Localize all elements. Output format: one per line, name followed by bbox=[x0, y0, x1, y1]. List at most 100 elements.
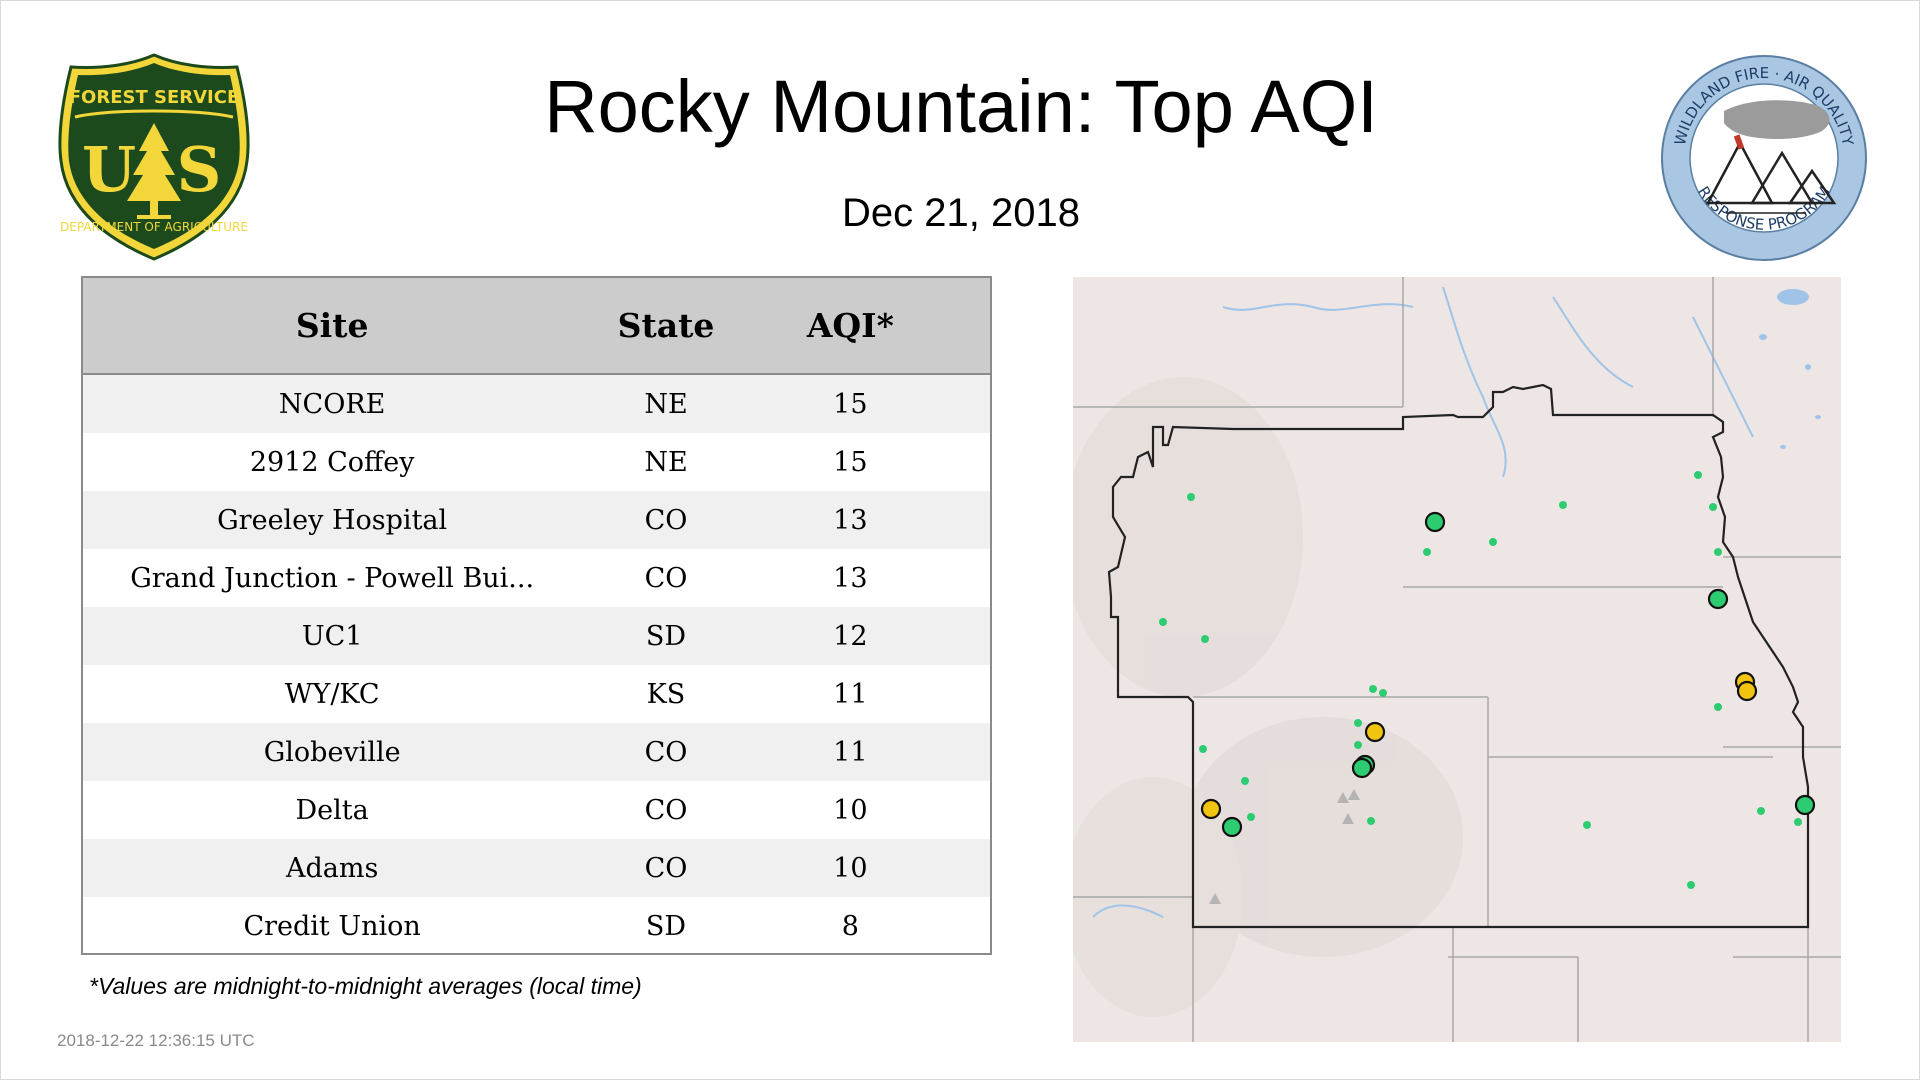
aqi-map[interactable] bbox=[1073, 277, 1841, 1042]
cell-site: Globeville bbox=[263, 736, 401, 768]
cell-aqi: 13 bbox=[833, 562, 868, 594]
cell-state: KS bbox=[646, 678, 686, 710]
cell-site: UC1 bbox=[301, 620, 363, 652]
cell-aqi: 15 bbox=[833, 388, 868, 420]
pine-tree-icon bbox=[127, 123, 181, 219]
monitor-large-good bbox=[1424, 511, 1446, 533]
table-row: Adams CO 10 bbox=[83, 839, 990, 897]
monitor-dot bbox=[1199, 745, 1207, 753]
cell-state: CO bbox=[644, 562, 688, 594]
monitor-large-moderate bbox=[1364, 721, 1386, 743]
table-row: WY/KC KS 11 bbox=[83, 665, 990, 723]
monitor-dot bbox=[1247, 813, 1255, 821]
usfs-u-letter: U bbox=[82, 133, 136, 206]
table-row: Greeley Hospital CO 13 bbox=[83, 491, 990, 549]
table-header: Site State AQI* bbox=[83, 278, 990, 375]
monitor-dot bbox=[1367, 817, 1375, 825]
table-row: Credit Union SD 8 bbox=[83, 897, 990, 955]
monitor-dot bbox=[1714, 703, 1722, 711]
mountains-smoke-icon bbox=[1705, 100, 1837, 214]
monitor-dot bbox=[1159, 618, 1167, 626]
monitor-dot bbox=[1583, 821, 1591, 829]
cell-site: WY/KC bbox=[284, 678, 380, 710]
monitor-markers-large[interactable] bbox=[1200, 511, 1816, 838]
cell-aqi: 8 bbox=[841, 910, 859, 942]
cell-aqi: 10 bbox=[833, 852, 868, 884]
usfs-logo: FOREST SERVICE U S DEPARTMENT OF AGRICUL… bbox=[58, 53, 250, 261]
monitor-large-good bbox=[1221, 816, 1243, 838]
monitor-large-moderate bbox=[1200, 798, 1222, 820]
column-header-site: Site bbox=[295, 306, 369, 345]
usfs-s-letter: S bbox=[177, 133, 222, 206]
monitor-large-good bbox=[1707, 588, 1729, 610]
terrain-shading bbox=[1073, 377, 1463, 1017]
top-aqi-table: Site State AQI* NCORE NE 15 2912 Coffey … bbox=[81, 276, 992, 955]
cell-state: SD bbox=[645, 910, 687, 942]
wildland-fire-air-quality-logo: WILDLAND FIRE · AIR QUALITY RESPONSE PRO… bbox=[1661, 55, 1867, 261]
state-boundaries bbox=[1073, 277, 1841, 1042]
monitor-large-moderate bbox=[1736, 680, 1758, 702]
water-features bbox=[1092, 286, 1754, 918]
cell-aqi: 12 bbox=[833, 620, 868, 652]
cell-site: Credit Union bbox=[243, 910, 421, 942]
report-date: Dec 21, 2018 bbox=[842, 191, 1080, 235]
cell-state: CO bbox=[644, 736, 688, 768]
monitor-dot bbox=[1241, 777, 1249, 785]
table-row: Delta CO 10 bbox=[83, 781, 990, 839]
monitor-dot bbox=[1354, 741, 1362, 749]
triangle-marker bbox=[1348, 789, 1360, 800]
monitor-dot bbox=[1694, 471, 1702, 479]
monitor-large-good bbox=[1351, 757, 1373, 779]
triangle-marker bbox=[1209, 893, 1221, 904]
lakes bbox=[1759, 289, 1821, 449]
monitor-triangles bbox=[1209, 789, 1360, 904]
monitor-dot bbox=[1757, 807, 1765, 815]
usfs-top-text: FOREST SERVICE bbox=[69, 87, 240, 108]
cell-site: Greeley Hospital bbox=[217, 504, 448, 536]
monitor-large-good bbox=[1794, 794, 1816, 816]
table-row: NCORE NE 15 bbox=[83, 375, 990, 433]
column-header-aqi: AQI* bbox=[806, 306, 894, 345]
monitor-dot bbox=[1201, 635, 1209, 643]
cell-site: NCORE bbox=[278, 388, 386, 420]
region-outline bbox=[1107, 383, 1810, 929]
table-row: Grand Junction - Powell Bui... CO 13 bbox=[83, 549, 990, 607]
monitor-dot bbox=[1794, 818, 1802, 826]
map-canvas bbox=[1073, 277, 1841, 1042]
monitor-dot bbox=[1379, 689, 1387, 697]
table-row: UC1 SD 12 bbox=[83, 607, 990, 665]
monitor-dot bbox=[1423, 548, 1431, 556]
monitor-dot bbox=[1714, 548, 1722, 556]
cell-state: NE bbox=[644, 446, 688, 478]
cell-state: SD bbox=[645, 620, 687, 652]
monitor-dot bbox=[1354, 719, 1362, 727]
cell-site: 2912 Coffey bbox=[249, 446, 415, 478]
monitor-dot bbox=[1369, 685, 1377, 693]
page-title: Rocky Mountain: Top AQI bbox=[544, 65, 1378, 148]
monitor-dot bbox=[1187, 493, 1195, 501]
cell-aqi: 15 bbox=[833, 446, 868, 478]
footnote: *Values are midnight-to-midnight average… bbox=[89, 973, 642, 999]
monitor-dots-good bbox=[1159, 471, 1802, 889]
table-row: Globeville CO 11 bbox=[83, 723, 990, 781]
cell-aqi: 11 bbox=[833, 736, 868, 768]
monitor-dot bbox=[1559, 501, 1567, 509]
monitor-dot bbox=[1489, 538, 1497, 546]
cell-state: CO bbox=[644, 852, 688, 884]
cell-state: NE bbox=[644, 388, 688, 420]
cell-state: CO bbox=[644, 794, 688, 826]
monitor-dot bbox=[1709, 503, 1717, 511]
cell-site: Grand Junction - Powell Bui... bbox=[130, 562, 535, 594]
cell-state: CO bbox=[644, 504, 688, 536]
cell-aqi: 10 bbox=[833, 794, 868, 826]
column-header-state: State bbox=[617, 306, 715, 345]
table-row: 2912 Coffey NE 15 bbox=[83, 433, 990, 491]
triangle-marker bbox=[1337, 792, 1349, 803]
cell-aqi: 11 bbox=[833, 678, 868, 710]
monitor-dot bbox=[1687, 881, 1695, 889]
usfs-bottom-text: DEPARTMENT OF AGRICULTURE bbox=[60, 220, 248, 234]
triangle-marker bbox=[1342, 813, 1354, 824]
generated-timestamp: 2018-12-22 12:36:15 UTC bbox=[57, 1031, 255, 1050]
cell-aqi: 13 bbox=[833, 504, 868, 536]
